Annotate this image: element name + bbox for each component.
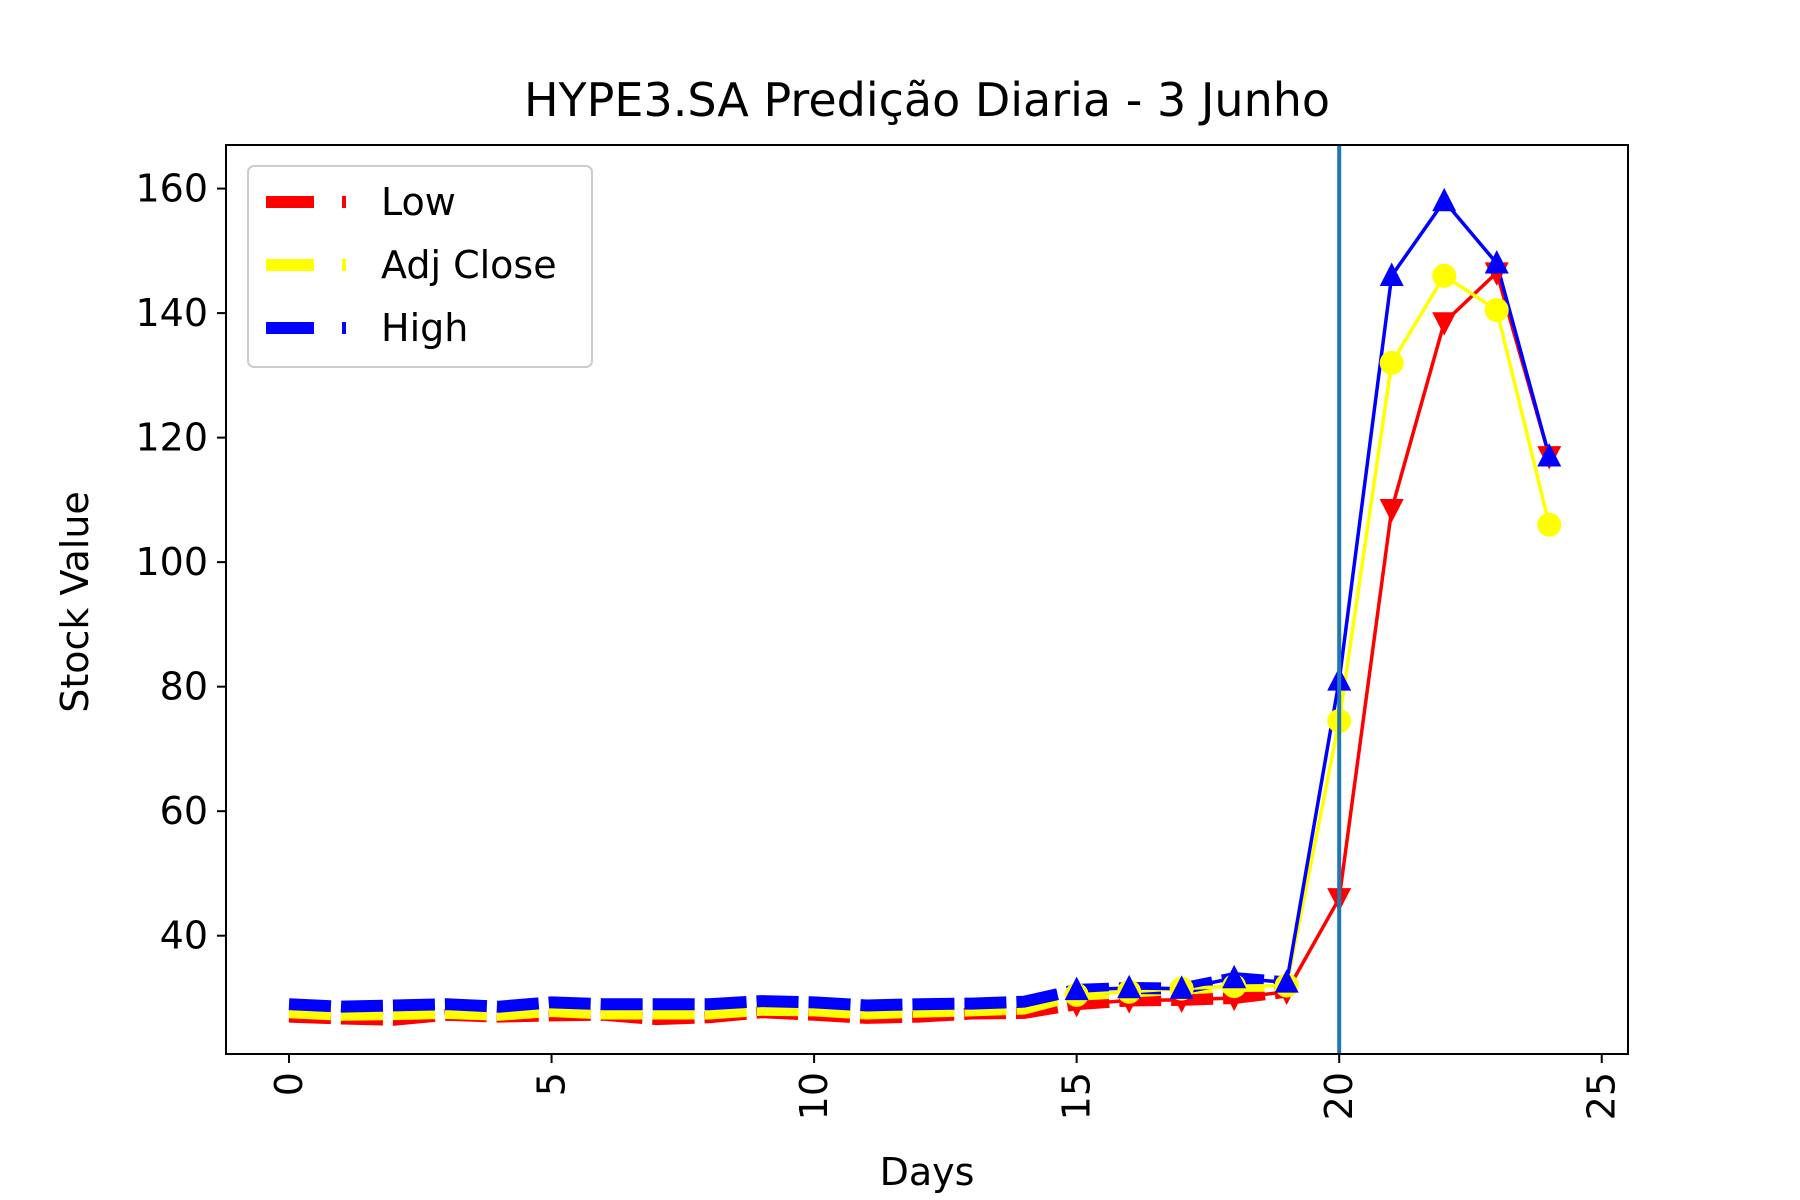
data-point bbox=[1274, 969, 1299, 993]
data-point bbox=[1484, 297, 1509, 322]
series-line-2 bbox=[1076, 198, 1551, 992]
y-tick-label: 40 bbox=[160, 914, 208, 958]
x-tick-label: 10 bbox=[792, 1072, 836, 1120]
series-line-0 bbox=[1076, 269, 1551, 1006]
legend-box bbox=[247, 165, 593, 368]
x-tick-label: 0 bbox=[267, 1072, 311, 1096]
data-point bbox=[1379, 262, 1404, 286]
data-point bbox=[1379, 499, 1404, 523]
x-tick-label: 5 bbox=[530, 1072, 574, 1096]
x-tick-label: 25 bbox=[1580, 1072, 1624, 1120]
series-line-1 bbox=[1076, 273, 1551, 997]
plot-area bbox=[288, 145, 1562, 1054]
y-axis-title: Stock Value bbox=[53, 491, 97, 713]
x-tick-label: 15 bbox=[1055, 1072, 1099, 1120]
legend-label: Low bbox=[381, 180, 456, 224]
data-point bbox=[1432, 312, 1457, 336]
x-tick-label: 20 bbox=[1317, 1072, 1361, 1120]
data-point bbox=[1484, 250, 1509, 274]
series-group bbox=[288, 187, 1562, 1026]
data-point bbox=[1537, 512, 1562, 537]
legend-label: High bbox=[381, 306, 468, 350]
legend-label: Adj Close bbox=[381, 243, 557, 287]
data-point bbox=[1379, 350, 1404, 375]
y-tick-label: 140 bbox=[135, 291, 208, 335]
data-point bbox=[1222, 964, 1247, 989]
y-tick-label: 100 bbox=[135, 540, 208, 584]
data-point bbox=[1432, 263, 1457, 288]
y-tick-label: 120 bbox=[135, 416, 208, 460]
y-tick-label: 160 bbox=[135, 167, 208, 211]
data-point bbox=[1117, 974, 1142, 999]
chart-title: HYPE3.SA Predição Diaria - 3 Junho bbox=[524, 73, 1330, 127]
data-point bbox=[1432, 187, 1457, 212]
data-point bbox=[1169, 975, 1194, 999]
axes: 0 5 10 15 20 25 40 60 80 100 120 140 160 bbox=[135, 167, 1623, 1121]
y-tick-label: 80 bbox=[160, 665, 208, 709]
plot-frame bbox=[225, 144, 1629, 1055]
data-point bbox=[1064, 976, 1089, 1001]
legend: Low Adj Close High bbox=[247, 165, 593, 368]
data-point bbox=[1537, 443, 1562, 467]
x-axis-title: Days bbox=[880, 1150, 975, 1194]
y-tick-label: 60 bbox=[160, 789, 208, 833]
